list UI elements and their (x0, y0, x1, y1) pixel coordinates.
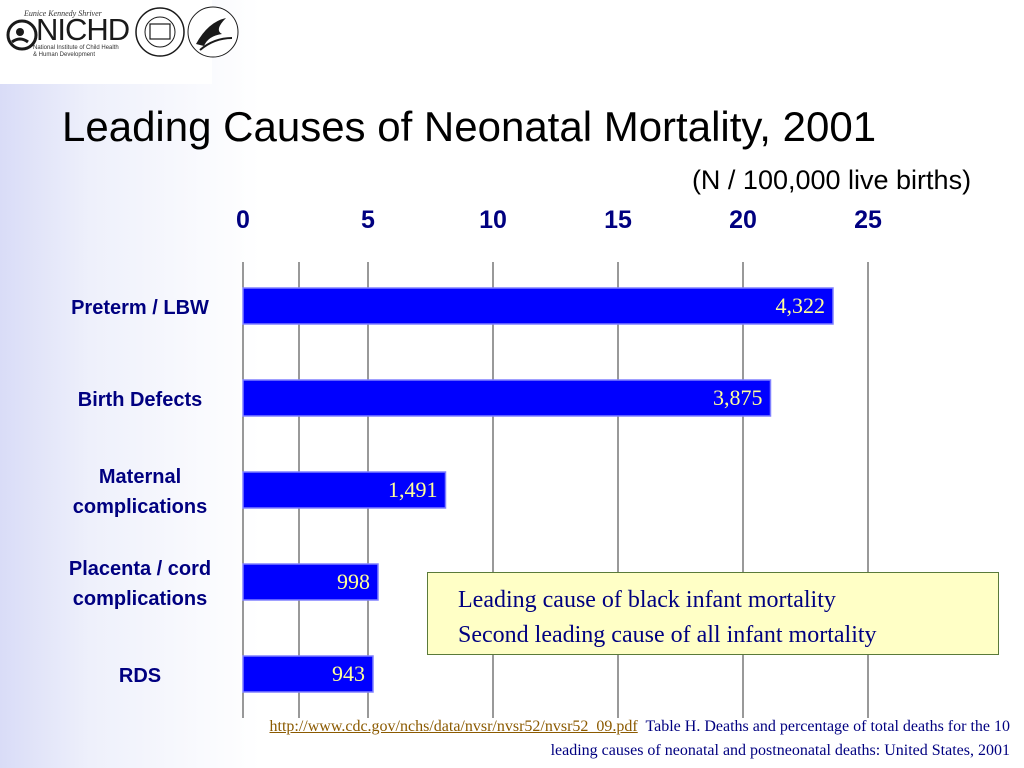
bar-data-label-4: 943 (332, 661, 365, 686)
category-label-2-0: Maternal (99, 466, 181, 488)
x-tick-label-20: 20 (729, 206, 757, 234)
x-tick-label-15: 15 (604, 206, 632, 234)
logo-org-line2: & Human Development (33, 52, 96, 58)
bar-data-label-0: 4,322 (776, 293, 826, 318)
x-tick-label-10: 10 (479, 206, 507, 234)
source-text-1: H. Deaths and percentage of total deaths… (684, 718, 1010, 735)
chart-subtitle: (N / 100,000 live births) (649, 155, 1024, 205)
x-tick-label-25: 25 (854, 206, 882, 234)
source-line-2: leading causes of neonatal and postneona… (550, 742, 1010, 759)
category-label-1-0: Birth Defects (78, 389, 202, 411)
x-tick-label-0: 0 (236, 206, 250, 234)
category-label-0-0: Preterm / LBW (71, 297, 209, 319)
callout-line-2: Second leading cause of all infant morta… (458, 622, 877, 648)
logo-org-name: National Institute of Child Health & Hum… (33, 45, 119, 59)
x-tick-label-5: 5 (361, 206, 375, 234)
logo-name-text: Eunice Kennedy Shriver (24, 9, 102, 18)
category-label-3-0: Placenta / cord (69, 558, 211, 580)
logo-acronym: NICHD (36, 12, 130, 47)
source-link[interactable]: http://www.cdc.gov/nchs/data/nvsr/nvsr52… (269, 718, 638, 735)
callout-box: Leading cause of black infant mortality … (427, 572, 999, 655)
category-label-4-0: RDS (119, 665, 161, 687)
chart-title: Leading Causes of Neonatal Mortality, 20… (62, 103, 877, 150)
callout-line-1: Leading cause of black infant mortality (458, 587, 836, 613)
bar-2 (242, 471, 447, 509)
source-line-1: http://www.cdc.gov/nchs/data/nvsr/nvsr52… (50, 715, 1011, 739)
bar-4 (242, 655, 374, 693)
logo-org-line1: National Institute of Child Health (33, 45, 119, 51)
logo-area: Eunice Kennedy Shriver NICHD National In… (0, 0, 239, 84)
bar-data-label-2: 1,491 (388, 477, 438, 502)
source-citation: http://www.cdc.gov/nchs/data/nvsr/nvsr52… (50, 715, 1011, 763)
bar-data-label-3: 998 (337, 569, 370, 594)
bar-1 (242, 379, 772, 417)
source-table-word: Table (645, 718, 681, 735)
bar-0 (242, 287, 834, 325)
category-label-2-1: complications (73, 496, 207, 518)
category-label-3-1: complications (73, 588, 207, 610)
bar-data-label-1: 3,875 (713, 385, 763, 410)
nichd-logo-icon (6, 6, 239, 58)
bar-3 (242, 563, 379, 601)
